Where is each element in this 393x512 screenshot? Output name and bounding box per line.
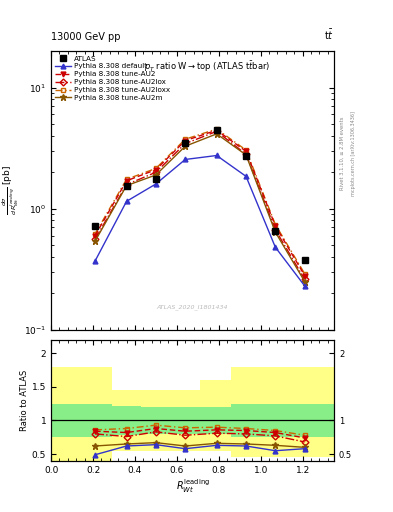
Text: mcplots.cern.ch [arXiv:1306.3436]: mcplots.cern.ch [arXiv:1306.3436]: [351, 111, 356, 196]
Text: 13000 GeV pp: 13000 GeV pp: [51, 32, 121, 42]
Text: Rivet 3.1.10, ≥ 2.8M events: Rivet 3.1.10, ≥ 2.8M events: [340, 117, 345, 190]
Text: $p_T$ ratio W$\rightarrow$top (ATLAS t$\bar{t}$bar): $p_T$ ratio W$\rightarrow$top (ATLAS t$\…: [143, 59, 270, 74]
Y-axis label: $\frac{d\sigma}{d\,R_{Wt}^{leading}}$ [pb]: $\frac{d\sigma}{d\,R_{Wt}^{leading}}$ [p…: [1, 165, 21, 216]
Y-axis label: Ratio to ATLAS: Ratio to ATLAS: [20, 370, 29, 431]
Text: ATLAS_2020_I1801434: ATLAS_2020_I1801434: [157, 305, 228, 310]
Text: t$\bar{t}$: t$\bar{t}$: [324, 28, 334, 42]
Legend: ATLAS, Pythia 8.308 default, Pythia 8.308 tune-AU2, Pythia 8.308 tune-AU2lox, Py: ATLAS, Pythia 8.308 default, Pythia 8.30…: [53, 53, 173, 104]
X-axis label: $R_{Wt}^{\rm leading}$: $R_{Wt}^{\rm leading}$: [176, 477, 209, 495]
